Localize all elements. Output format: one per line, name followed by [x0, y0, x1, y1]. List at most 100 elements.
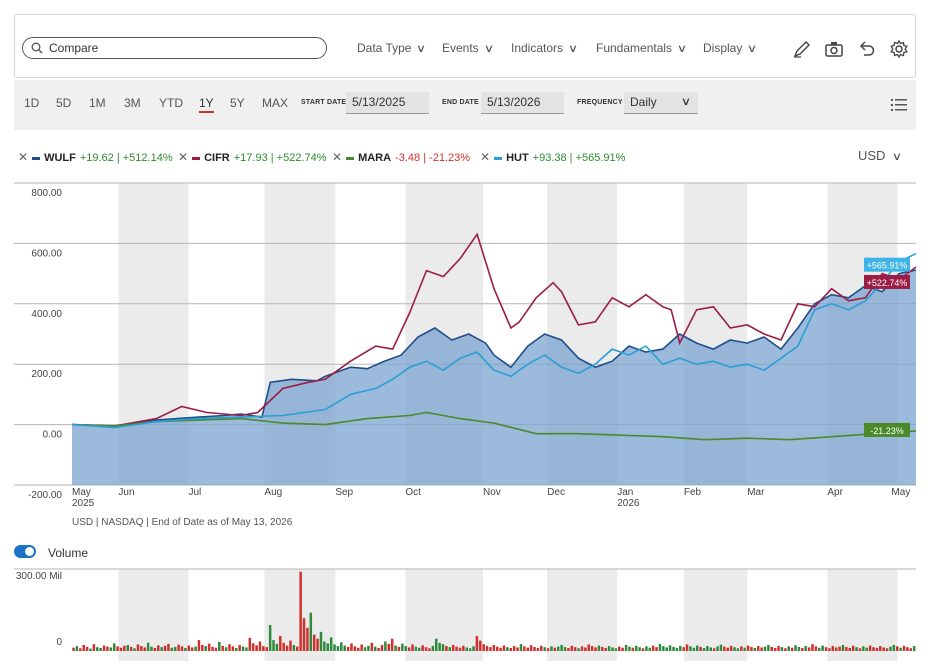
frequency-select[interactable]: Daily ∨: [624, 92, 698, 114]
volume-bar: [912, 646, 916, 651]
volume-bar: [587, 644, 591, 651]
range-3m-button[interactable]: 3M: [124, 96, 141, 110]
currency-select[interactable]: USD ∨: [858, 148, 903, 163]
series-line-mara[interactable]: [71, 411, 917, 441]
range-1y-button[interactable]: 1Y: [199, 96, 214, 113]
volume-bar: [441, 644, 445, 651]
remove-icon[interactable]: ✕: [178, 150, 189, 164]
series-line-wulf[interactable]: [71, 269, 917, 427]
legend-item-mara[interactable]: ✕ MARA -3.48 | -21.23%: [332, 150, 470, 164]
volume-bar: [794, 645, 797, 651]
end-date-input[interactable]: 5/13/2026: [481, 92, 564, 114]
menu-indicators[interactable]: Indicators ∨: [511, 41, 579, 55]
camera-icon[interactable]: [824, 39, 844, 59]
volume-bar: [851, 645, 855, 651]
volume-bar: [651, 645, 655, 651]
volume-bar: [641, 648, 645, 651]
remove-icon[interactable]: ✕: [18, 150, 29, 164]
volume-bar: [140, 646, 143, 651]
volume-bar: [96, 647, 99, 651]
range-5y-button[interactable]: 5Y: [230, 96, 245, 110]
volume-bar: [146, 642, 150, 651]
volume-bar: [323, 641, 326, 651]
volume-bar: [750, 646, 753, 651]
series-swatch: [494, 156, 503, 160]
volume-bar: [482, 644, 485, 651]
volume-bar: [868, 645, 872, 651]
menu-data-type[interactable]: Data Type ∨: [357, 41, 427, 55]
volume-bar: [906, 647, 909, 651]
volume-y-tick-label: 300.00 Mil: [16, 571, 62, 582]
volume-bar: [75, 646, 79, 651]
range-1m-button[interactable]: 1M: [89, 96, 106, 110]
series-line-cifr[interactable]: [71, 232, 917, 427]
range-5d-button[interactable]: 5D: [56, 96, 72, 110]
volume-toggle[interactable]: [14, 545, 36, 558]
volume-bar: [689, 646, 692, 651]
volume-bar: [540, 645, 543, 651]
volume-bar: [695, 645, 699, 651]
price-chart[interactable]: 800.00 600.00 400.00 200.00 0.00 -200.00 +565…: [0, 175, 930, 515]
range-ytd-button[interactable]: YTD: [159, 96, 183, 110]
volume-bar: [299, 571, 302, 651]
volume-bar: [729, 645, 733, 651]
volume-bar: [723, 646, 726, 651]
start-date-input[interactable]: 5/13/2025: [346, 92, 429, 114]
menu-fundamentals[interactable]: Fundamentals ∨: [596, 41, 688, 55]
volume-bar: [112, 643, 116, 651]
volume-bar: [401, 643, 404, 651]
compare-search-input[interactable]: Compare: [22, 37, 327, 59]
menu-display[interactable]: Display ∨: [703, 41, 758, 55]
volume-bar: [265, 647, 268, 651]
remove-icon[interactable]: ✕: [332, 150, 343, 164]
volume-bar: [872, 647, 875, 651]
list-menu-icon[interactable]: [891, 98, 907, 112]
end-label-mara: -21.23%: [870, 426, 904, 436]
start-date-label: START DATE: [301, 99, 347, 106]
volume-bar: [865, 647, 868, 651]
volume-bar: [85, 646, 89, 651]
legend-item-wulf[interactable]: ✕ WULF +19.62 | +512.14%: [18, 150, 173, 164]
undo-icon[interactable]: [857, 39, 877, 59]
volume-bar: [394, 645, 397, 651]
volume-bar: [533, 646, 536, 651]
range-max-button[interactable]: MAX: [262, 96, 289, 110]
volume-bar: [326, 643, 330, 651]
volume-bar: [509, 647, 513, 651]
volume-bar: [407, 647, 411, 651]
volume-bar: [685, 644, 689, 651]
volume-bar: [180, 646, 184, 651]
volume-bar: [594, 647, 597, 651]
volume-bar: [882, 647, 885, 651]
volume-bar: [763, 646, 767, 651]
y-tick-label: 400.00: [31, 309, 62, 320]
series-line-hut[interactable]: [71, 252, 917, 429]
volume-bar: [611, 647, 614, 651]
volume-bar: [251, 643, 255, 651]
volume-bar: [194, 646, 197, 651]
volume-bar: [526, 647, 529, 651]
volume-bar: [319, 631, 323, 651]
volume-bar: [516, 647, 519, 651]
volume-bar: [719, 644, 723, 651]
volume-bar: [241, 646, 245, 651]
draw-pencil-icon[interactable]: [792, 39, 812, 59]
volume-bar: [163, 645, 167, 651]
remove-icon[interactable]: ✕: [480, 150, 491, 164]
end-label-cifr: +522.74%: [867, 278, 908, 288]
menu-events[interactable]: Events ∨: [442, 41, 494, 55]
volume-bar: [645, 646, 648, 651]
volume-bar: [438, 642, 441, 651]
volume-bar: [499, 647, 502, 651]
x-tick-label: Aug: [264, 487, 282, 498]
gear-icon[interactable]: [889, 39, 909, 59]
volume-bar: [702, 647, 706, 651]
volume-bar: [380, 644, 384, 651]
legend-item-hut[interactable]: ✕ HUT +93.38 | +565.91%: [480, 150, 625, 164]
x-tick-label: May: [891, 487, 910, 498]
legend-item-cifr[interactable]: ✕ CIFR +17.93 | +522.74%: [178, 150, 327, 164]
volume-bar: [363, 647, 367, 651]
volume-bar: [597, 645, 601, 651]
volume-bar: [285, 645, 289, 651]
range-1d-button[interactable]: 1D: [24, 96, 40, 110]
